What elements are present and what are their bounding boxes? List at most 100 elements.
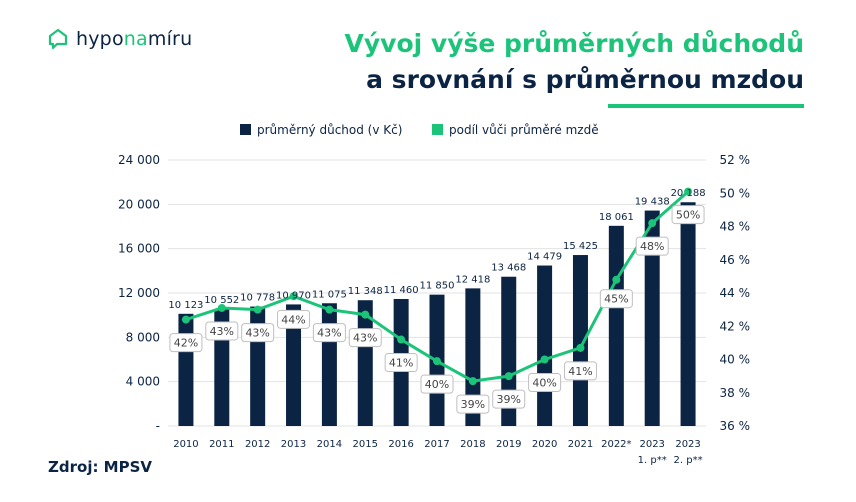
x-tick-label: 2014 (317, 439, 342, 450)
pct-label: 39% (461, 398, 485, 411)
pct-label-box (384, 353, 418, 373)
bar-value-label: 19 438 (635, 197, 670, 208)
source-note: Zdroj: MPSV (48, 458, 153, 476)
x-tick-sublabel: 2. p** (674, 455, 703, 466)
y-right-tick-label: 52 % (720, 153, 751, 167)
pct-label-box (492, 389, 526, 409)
pct-label-box (169, 333, 203, 353)
bar (608, 225, 624, 426)
pct-label-box (635, 236, 669, 256)
line-point (612, 275, 621, 284)
bar-value-label: 13 468 (491, 263, 526, 274)
bar-value-label: 10 552 (204, 295, 239, 306)
y-left-tick-label: 8 000 (126, 330, 160, 344)
bar-value-label: 12 418 (455, 274, 490, 285)
bar (537, 265, 553, 426)
line-point (217, 303, 226, 312)
logo-part-3: míru (147, 28, 193, 50)
pct-label: 41% (568, 365, 592, 378)
y-left-tick-label: 24 000 (118, 153, 160, 167)
pct-label: 50% (676, 209, 700, 222)
bar-value-label: 11 348 (348, 286, 383, 297)
bar-value-label: 15 425 (563, 241, 598, 252)
x-tick-label: 2021 (568, 439, 593, 450)
pct-label-box (348, 328, 382, 348)
line-point (181, 315, 190, 324)
logo-part-1: hypo (76, 28, 124, 50)
bar-value-label: 10 123 (168, 300, 203, 311)
pct-label: 43% (210, 325, 234, 338)
pct-label-box (563, 361, 597, 381)
chart-title-line-2: a srovnání s průměrnou mzdou (366, 65, 804, 94)
bar-value-label: 11 850 (420, 281, 455, 292)
x-tick-label: 2011 (209, 439, 234, 450)
legend-swatch-bar (240, 124, 251, 135)
y-right-tick-label: 42 % (720, 319, 751, 333)
y-left-tick-label: 4 000 (126, 375, 160, 389)
pct-label: 43% (353, 332, 377, 345)
bar-value-label: 18 061 (599, 212, 634, 223)
pct-label-box (420, 374, 454, 394)
x-tick-label: 2019 (496, 439, 521, 450)
logo-text: hyponamíru (76, 28, 192, 50)
y-right-tick-label: 50 % (720, 186, 751, 200)
bar (178, 313, 194, 426)
y-left-tick-label: - (156, 419, 160, 433)
x-tick-label: 2010 (173, 439, 198, 450)
pct-label-box (599, 289, 633, 309)
legend-label-line: podíl vůči průměré mzdě (449, 123, 599, 137)
x-tick-label: 2023 (639, 439, 664, 450)
bar (286, 304, 302, 426)
line-point (397, 335, 406, 344)
y-right-tick-label: 38 % (720, 386, 751, 400)
logo: hyponamíru (48, 28, 192, 50)
line-point (468, 377, 477, 386)
line-point (253, 305, 262, 314)
line-point (361, 310, 370, 319)
bar (680, 202, 696, 426)
y-left-tick-label: 16 000 (118, 242, 160, 256)
y-left-tick-label: 12 000 (118, 286, 160, 300)
x-tick-label: 2022* (601, 439, 631, 450)
legend-label-bar: průměrný důchod (v Kč) (257, 123, 402, 137)
line-point (648, 219, 657, 228)
x-tick-label: 2016 (388, 439, 413, 450)
pct-label: 43% (245, 327, 269, 340)
title-underline (608, 104, 804, 108)
x-tick-label: 2018 (460, 439, 485, 450)
pct-label: 48% (640, 240, 664, 253)
bar (321, 303, 337, 426)
pct-label: 45% (604, 293, 628, 306)
bar-value-label: 10 970 (276, 290, 311, 301)
chart-title: Vývoj výše průměrných důchodů a srovnání… (345, 26, 804, 98)
x-tick-sublabel: 1. p** (638, 455, 667, 466)
bar (644, 210, 660, 426)
x-tick-label: 2023 (675, 439, 700, 450)
pct-label: 39% (497, 393, 521, 406)
line-point (325, 305, 334, 314)
bar-value-label: 11 460 (384, 285, 419, 296)
y-right-tick-label: 46 % (720, 253, 751, 267)
legend-swatch-line (432, 124, 443, 135)
pct-label-box (277, 309, 311, 329)
line-point (433, 357, 441, 366)
y-left-tick-label: 20 000 (118, 197, 160, 211)
y-right-tick-label: 40 % (720, 353, 751, 367)
house-chat-icon (48, 28, 68, 50)
pct-label: 43% (317, 327, 341, 340)
logo-part-2: na (123, 28, 148, 50)
line-point (504, 372, 513, 381)
pct-label-box (528, 373, 562, 392)
pct-label-box (671, 205, 705, 225)
x-tick-label: 2017 (424, 439, 449, 450)
line-point (576, 343, 585, 352)
chart-title-line-1: Vývoj výše průměrných důchodů (344, 29, 804, 58)
y-right-tick-label: 44 % (720, 286, 751, 300)
bar (501, 276, 517, 426)
pct-label: 44% (281, 313, 305, 326)
pct-label-box (241, 323, 275, 343)
bar-value-label: 10 778 (240, 293, 275, 304)
line-point (540, 355, 549, 364)
pct-label: 41% (389, 357, 413, 370)
